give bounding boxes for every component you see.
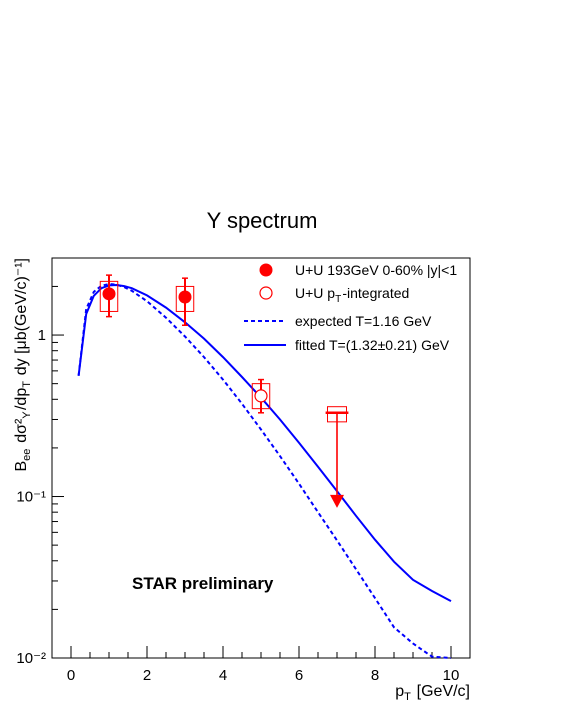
x-axis-label: pT [GeV/c]	[395, 683, 470, 703]
legend-entry: expected T=1.16 GeV	[295, 313, 432, 329]
star-preliminary-label: STAR preliminary	[132, 574, 274, 593]
x-tick-label: 6	[295, 667, 303, 684]
upper-limit-arrow	[330, 494, 344, 508]
legend-entry: fitted T=(1.32±0.21) GeV	[295, 337, 450, 353]
open-data-point	[254, 389, 268, 403]
legend: U+U 193GeV 0-60% |y|<1 U+U pT -integrated…	[244, 262, 457, 353]
y-tick-label: 1	[38, 327, 46, 344]
x-tick-label: 2	[143, 667, 151, 684]
expected-curve	[77, 282, 452, 659]
legend-marker-open	[259, 286, 273, 300]
x-tick-label: 10	[443, 667, 460, 684]
y-axis-label: Bee dσ²Υ /dpT dy [μb(GeV/c)⁻¹]	[13, 258, 33, 472]
axes: 0 2 4 6 8 10 10⁻² 10⁻¹ 1 pT [GeV/c] Bee dσ²Υ /dpT …	[13, 257, 470, 703]
chart-title: Υ spectrum	[207, 208, 318, 233]
legend-entry: U+U 193GeV 0-60% |y|<1	[295, 262, 457, 278]
x-tick-label: 4	[219, 667, 227, 684]
x-tick-label: 8	[371, 667, 379, 684]
y-tick-label: 10⁻¹	[16, 489, 46, 506]
data-points	[99, 274, 349, 508]
fitted-curve	[77, 283, 452, 602]
legend-entry: U+U pT -integrated	[295, 285, 409, 305]
y-tick-label: 10⁻²	[16, 650, 46, 667]
x-tick-label: 0	[67, 667, 75, 684]
data-point	[102, 287, 116, 301]
data-point	[178, 290, 192, 304]
legend-marker-filled	[259, 263, 273, 277]
